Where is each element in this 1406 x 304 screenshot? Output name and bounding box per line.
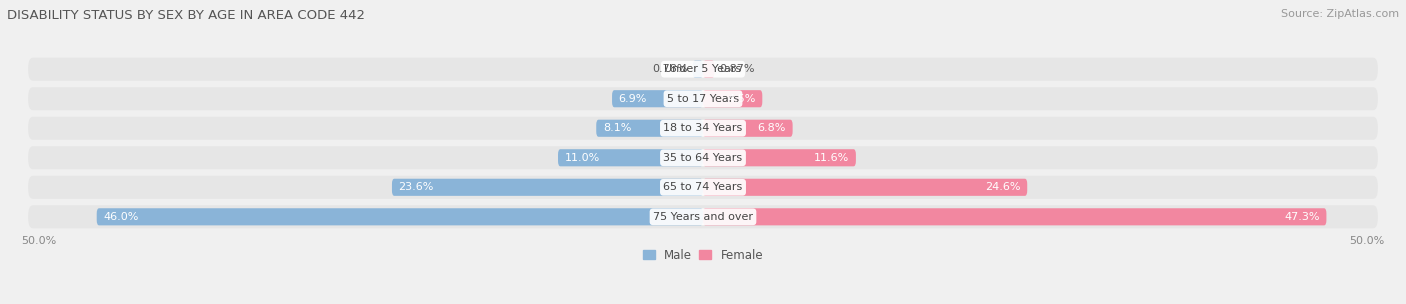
Text: 0.87%: 0.87% xyxy=(720,64,755,74)
Text: 23.6%: 23.6% xyxy=(398,182,434,192)
Text: 8.1%: 8.1% xyxy=(603,123,631,133)
Text: 65 to 74 Years: 65 to 74 Years xyxy=(664,182,742,192)
Text: 35 to 64 Years: 35 to 64 Years xyxy=(664,153,742,163)
Text: Source: ZipAtlas.com: Source: ZipAtlas.com xyxy=(1281,9,1399,19)
FancyBboxPatch shape xyxy=(558,149,703,166)
Text: 11.6%: 11.6% xyxy=(814,153,849,163)
FancyBboxPatch shape xyxy=(28,146,1378,169)
FancyBboxPatch shape xyxy=(28,117,1378,140)
Text: 75 Years and over: 75 Years and over xyxy=(652,212,754,222)
FancyBboxPatch shape xyxy=(703,120,793,137)
FancyBboxPatch shape xyxy=(28,205,1378,228)
Text: 50.0%: 50.0% xyxy=(1350,236,1385,246)
Text: 6.9%: 6.9% xyxy=(619,94,647,104)
FancyBboxPatch shape xyxy=(612,90,703,107)
FancyBboxPatch shape xyxy=(703,90,762,107)
Text: 11.0%: 11.0% xyxy=(565,153,600,163)
FancyBboxPatch shape xyxy=(703,208,1326,225)
Text: 4.5%: 4.5% xyxy=(727,94,755,104)
Text: 18 to 34 Years: 18 to 34 Years xyxy=(664,123,742,133)
Text: Under 5 Years: Under 5 Years xyxy=(665,64,741,74)
Text: 5 to 17 Years: 5 to 17 Years xyxy=(666,94,740,104)
FancyBboxPatch shape xyxy=(703,149,856,166)
Text: DISABILITY STATUS BY SEX BY AGE IN AREA CODE 442: DISABILITY STATUS BY SEX BY AGE IN AREA … xyxy=(7,9,366,22)
FancyBboxPatch shape xyxy=(28,87,1378,110)
FancyBboxPatch shape xyxy=(392,179,703,196)
FancyBboxPatch shape xyxy=(596,120,703,137)
Text: 6.8%: 6.8% xyxy=(758,123,786,133)
Text: 24.6%: 24.6% xyxy=(986,182,1021,192)
FancyBboxPatch shape xyxy=(693,60,703,78)
Text: 46.0%: 46.0% xyxy=(103,212,139,222)
FancyBboxPatch shape xyxy=(703,60,714,78)
Text: 0.78%: 0.78% xyxy=(652,64,688,74)
Legend: Male, Female: Male, Female xyxy=(643,249,763,261)
Text: 47.3%: 47.3% xyxy=(1284,212,1320,222)
FancyBboxPatch shape xyxy=(703,179,1028,196)
Text: 50.0%: 50.0% xyxy=(21,236,56,246)
FancyBboxPatch shape xyxy=(97,208,703,225)
FancyBboxPatch shape xyxy=(28,176,1378,199)
FancyBboxPatch shape xyxy=(28,58,1378,81)
